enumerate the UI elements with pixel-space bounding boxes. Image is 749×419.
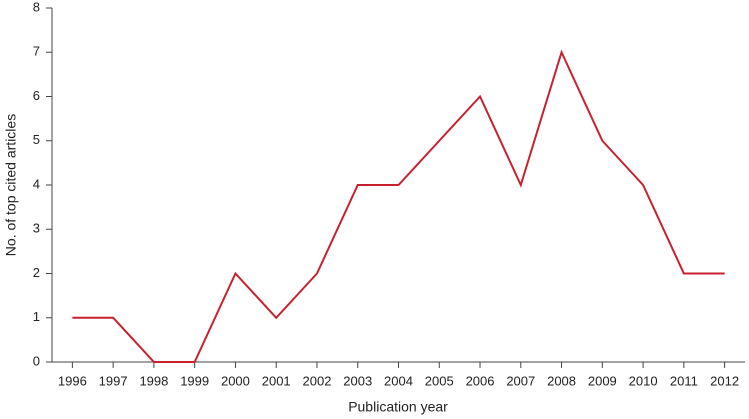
x-tick-label: 2000 <box>221 373 250 388</box>
x-tick-label: 1998 <box>139 373 168 388</box>
y-tick-label: 8 <box>33 0 40 14</box>
x-tick-label: 2006 <box>466 373 495 388</box>
x-tick-label: 1996 <box>58 373 87 388</box>
x-tick-label: 2002 <box>303 373 332 388</box>
y-tick-label: 6 <box>33 88 40 103</box>
x-tick-label: 2004 <box>384 373 413 388</box>
x-tick-label: 2008 <box>547 373 576 388</box>
y-tick-label: 1 <box>33 309 40 324</box>
y-tick-label: 4 <box>33 176 40 191</box>
y-tick-label: 7 <box>33 44 40 59</box>
data-line <box>72 49 725 363</box>
x-tick-label: 1999 <box>180 373 209 388</box>
x-tick-label: 1997 <box>99 373 128 388</box>
y-tick-label: 3 <box>33 221 40 236</box>
x-tick-label: 2009 <box>588 373 617 388</box>
x-tick-label: 2010 <box>629 373 658 388</box>
x-axis-label: Publication year <box>348 399 448 415</box>
y-tick-label: 2 <box>33 265 40 280</box>
x-tick-label: 2012 <box>710 373 739 388</box>
x-tick-label: 2005 <box>425 373 454 388</box>
x-tick-label: 2011 <box>670 373 698 388</box>
x-tick-label: 2003 <box>343 373 372 388</box>
y-axis-label: No. of top cited articles <box>3 114 19 256</box>
x-tick-label: 2007 <box>506 373 535 388</box>
y-tick-label: 0 <box>33 353 40 368</box>
x-tick-label: 2001 <box>262 373 291 388</box>
y-tick-label: 5 <box>33 132 40 147</box>
